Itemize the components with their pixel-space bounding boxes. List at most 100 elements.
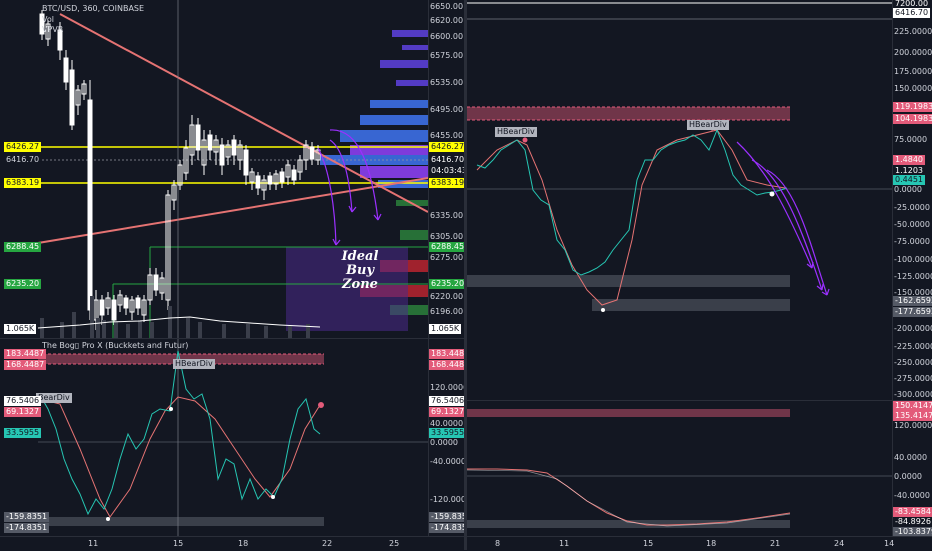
green-upper-axis-tag: 6288.45 xyxy=(429,242,467,252)
oscillator-title: The Bog▯ Pro X (Buckkets and Futur) xyxy=(42,341,189,350)
lower-tag-r2: -84.8926 xyxy=(893,517,932,527)
price-tick: 6455.00 xyxy=(430,131,464,140)
osc-left-tag-bottom1: -159.8351 xyxy=(4,512,50,522)
right-tick: -250.0000 xyxy=(894,358,932,367)
osc-axis-tag-bottom1: -159.8351 xyxy=(429,512,475,522)
osc-axis-tag-bottom2: -174.8351 xyxy=(429,523,475,533)
right-tick: -100.0000 xyxy=(894,255,932,264)
left-oscillator-axis[interactable]: 183.4487 168.4487 120.0000 76.5406 69.13… xyxy=(428,339,475,536)
right-lower-axis[interactable]: 150.4147 135.4147 120.0000 40.0000 0.000… xyxy=(892,401,932,537)
time-tick: 8 xyxy=(495,539,501,548)
osc-left-tag-red: 69.1327 xyxy=(4,407,42,417)
candles xyxy=(39,10,321,330)
zone-line-3: Zone xyxy=(342,277,378,292)
yellow-upper-axis-tag: 6426.27 xyxy=(429,142,467,152)
divergence-dot xyxy=(271,495,275,499)
price-tick: 6620.00 xyxy=(430,16,464,25)
right-tag-pink2: 104.1983 xyxy=(893,114,932,124)
time-tick: 25 xyxy=(389,539,400,548)
price-tick: 6495.00 xyxy=(430,105,464,114)
chart-separator[interactable] xyxy=(464,0,467,550)
lower-tick: 0.0000 xyxy=(894,472,922,481)
right-lower-pane[interactable] xyxy=(466,401,892,536)
left-oscillator-pane[interactable]: The Bog▯ Pro X (Buckkets and Futur) HBea… xyxy=(0,339,428,536)
osc-axis-tag-green: 33.5955 xyxy=(429,428,467,438)
vpvr-legend: VPVR xyxy=(42,25,64,34)
divergence-dot xyxy=(769,191,775,197)
time-tick: 11 xyxy=(88,539,99,548)
lower-tick: -40.0000 xyxy=(894,491,930,500)
right-tick: 200.0000 xyxy=(894,48,932,57)
right-tick: 0.0000 xyxy=(894,185,922,194)
divergence-dot xyxy=(601,308,605,312)
left-time-axis[interactable]: 11 15 18 22 25 xyxy=(0,536,464,551)
right-upper-pane[interactable]: HBearDiv HBearDiv xyxy=(467,0,892,400)
osc-tick: -40.0000 xyxy=(430,457,466,466)
right-tag-pink1: 119.1983 xyxy=(893,102,932,112)
right-tag-low2: -177.6592 xyxy=(893,307,932,317)
time-tick: 21 xyxy=(770,539,781,548)
countdown-axis-tag: 04:03:43 xyxy=(429,166,469,176)
right-upper-chart xyxy=(467,2,892,312)
time-tick: 22 xyxy=(322,539,333,548)
price-tick: 6196.00 xyxy=(430,307,464,316)
ideal-buy-zone-box xyxy=(286,247,408,331)
osc-left-tag-white: 76.5406 xyxy=(4,396,42,406)
right-top-tag-1: 7200.00 xyxy=(893,0,931,9)
right-tick: -75.0000 xyxy=(894,237,930,246)
green-upper-left-tag: 6288.45 xyxy=(4,242,42,252)
volume-bars xyxy=(40,296,310,338)
lower-tick: 120.0000 xyxy=(894,421,932,430)
osc-left-tag-green: 33.5955 xyxy=(4,428,42,438)
price-tick: 6600.00 xyxy=(430,32,464,41)
price-tick: 6575.00 xyxy=(430,51,464,60)
osc-tick: -120.0000 xyxy=(430,495,472,504)
price-tick: 6220.00 xyxy=(430,292,464,301)
osc-axis-tag-red: 69.1327 xyxy=(429,407,467,417)
divergence-dot xyxy=(169,407,173,411)
right-time-axis[interactable]: 8 11 15 18 21 24 14 xyxy=(467,536,932,551)
lower-tag-r1: -83.4584 xyxy=(893,507,932,517)
time-tick: 11 xyxy=(559,539,570,548)
price-tick: 6335.00 xyxy=(430,211,464,220)
right-hbeardiv-label-2: HBearDiv xyxy=(687,120,729,130)
zone-line-2: Buy xyxy=(346,263,374,278)
right-tick: -150.0000 xyxy=(894,288,932,297)
zone-line-1: Ideal xyxy=(341,249,379,264)
volume-left-tag: 1.065K xyxy=(4,324,37,334)
green-lower-left-tag: 6235.20 xyxy=(4,279,42,289)
price-tick: 6535.00 xyxy=(430,78,464,87)
right-tick: 225.0000 xyxy=(894,27,932,36)
right-tick: -300.0000 xyxy=(894,390,932,399)
right-tick: -200.0000 xyxy=(894,324,932,333)
divergence-dot xyxy=(318,402,324,408)
left-pane-divider[interactable] xyxy=(0,338,464,339)
left-price-axis[interactable]: 6650.00 6620.00 6600.00 6575.00 6535.00 … xyxy=(428,0,469,338)
vol-legend: Vol xyxy=(42,15,54,24)
divergence-dot xyxy=(522,137,528,143)
osc-left-tag-pink1: 183.4487 xyxy=(4,349,47,359)
right-tag-white: 1.1203 xyxy=(893,166,925,176)
osc-axis-tag-white: 76.5406 xyxy=(429,396,467,406)
yellow-lower-left-tag: 6383.19 xyxy=(4,178,42,188)
projection-arrows xyxy=(317,129,382,246)
osc-left-tag-pink2: 168.4487 xyxy=(4,360,47,370)
ideal-buy-zone-label: Ideal Buy Zone xyxy=(330,250,390,292)
current-left-tag: 6416.70 xyxy=(4,155,42,165)
right-tag-green: 0.4451 xyxy=(893,175,925,185)
right-tick: 75.0000 xyxy=(894,135,928,144)
green-lower-axis-tag: 6235.20 xyxy=(429,279,467,289)
price-tick: 6305.00 xyxy=(430,232,464,241)
lower-tag-g: -103.8379 xyxy=(893,527,932,537)
right-upper-axis[interactable]: 7200.00 6416.70 225.0000 200.0000 175.00… xyxy=(892,0,932,400)
time-tick: 18 xyxy=(706,539,717,548)
price-tick: 6275.00 xyxy=(430,253,464,262)
left-price-chart xyxy=(37,0,429,338)
left-price-pane[interactable]: BTC/USD, 360, COINBASE Vol VPVR Ideal Bu… xyxy=(0,0,429,338)
right-pane-divider[interactable] xyxy=(467,400,932,401)
lower-tag-pink1: 150.4147 xyxy=(893,401,932,411)
right-lower-chart xyxy=(466,409,892,528)
projection-arrows-right xyxy=(736,141,830,296)
right-tick: -125.0000 xyxy=(894,272,932,281)
right-tick: -50.0000 xyxy=(894,220,930,229)
